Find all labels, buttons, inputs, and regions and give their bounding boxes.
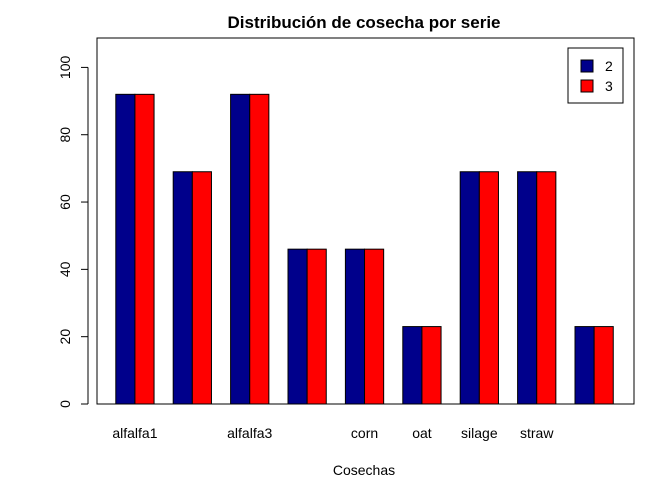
bars-group <box>115 93 614 405</box>
bar-1-2 <box>172 171 193 405</box>
bar-2-6 <box>421 326 442 405</box>
x-tick-label: alfalfa1 <box>112 425 157 441</box>
y-tick-label: 20 <box>57 329 73 345</box>
legend-swatch-1 <box>580 59 594 73</box>
y-tick-label: 40 <box>57 261 73 277</box>
x-tick-label: alfalfa3 <box>227 425 272 441</box>
bar-1-9 <box>574 326 595 405</box>
bar-2-8 <box>536 171 557 405</box>
x-axis-label: Cosechas <box>333 462 395 478</box>
bar-2-5 <box>364 248 385 405</box>
bar-2-3 <box>249 93 270 405</box>
y-tick-label: 60 <box>57 194 73 210</box>
legend: 23 <box>567 47 624 104</box>
bar-1-8 <box>517 171 538 405</box>
bar-1-7 <box>459 171 480 405</box>
bar-2-1 <box>134 93 155 405</box>
y-axis: 0 20 40 60 80 100 <box>57 56 89 408</box>
chart-title: Distribución de cosecha por serie <box>227 13 500 32</box>
bar-2-9 <box>593 326 614 405</box>
y-tick-label: 100 <box>57 56 73 80</box>
bar-2-2 <box>191 171 212 405</box>
x-tick-label: corn <box>351 425 378 441</box>
x-tick-labels: alfalfa1 alfalfa3 corn oat silage straw <box>112 425 554 441</box>
bar-1-4 <box>287 248 308 405</box>
x-tick-label: straw <box>520 425 554 441</box>
bar-1-3 <box>230 93 251 405</box>
bar-2-7 <box>478 171 499 405</box>
bar-1-5 <box>344 248 366 405</box>
x-tick-label: silage <box>461 425 498 441</box>
legend-swatch-2 <box>580 79 594 93</box>
bar-2-4 <box>306 248 327 405</box>
bar-1-6 <box>402 326 423 405</box>
legend-label-1: 2 <box>605 58 613 74</box>
bar-1-1 <box>115 93 136 405</box>
x-tick-label: oat <box>412 425 432 441</box>
legend-label-2: 3 <box>605 78 613 94</box>
y-tick-label: 80 <box>57 127 73 143</box>
y-tick-label: 0 <box>57 400 73 408</box>
legend-box <box>567 47 624 104</box>
